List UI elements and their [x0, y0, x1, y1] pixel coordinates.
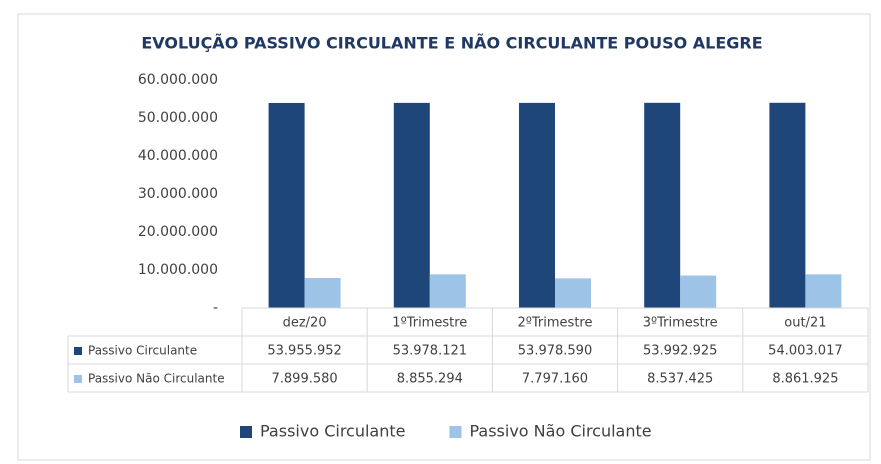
bar	[429, 274, 466, 308]
table-legend-key	[74, 347, 82, 355]
y-tick-label: -	[213, 300, 218, 316]
table-value: 53.978.121	[393, 344, 467, 359]
y-tick-label: 40.000.000	[138, 148, 218, 164]
table-value: 53.978.590	[518, 344, 592, 359]
bar	[393, 102, 430, 308]
chart-frame	[17, 13, 871, 461]
legend-key	[240, 426, 252, 438]
y-tick-label: 10.000.000	[138, 262, 218, 278]
table-value: 7.899.580	[272, 372, 338, 387]
bar	[555, 278, 591, 308]
x-tick-label: 1ºTrimestre	[392, 316, 467, 331]
table-value: 54.003.017	[768, 344, 842, 359]
table-row-label: Passivo Circulante	[88, 344, 197, 358]
bar	[519, 102, 555, 309]
y-tick-label: 60.000.000	[138, 72, 218, 88]
bar	[644, 102, 681, 309]
table-row-label: Passivo Não Circulante	[88, 372, 225, 386]
y-tick-label: 50.000.000	[138, 110, 218, 126]
x-tick-label: 3ºTrimestre	[643, 316, 718, 331]
table-value: 7.797.160	[522, 372, 588, 387]
table-value: 53.955.952	[267, 344, 341, 359]
table-value: 53.992.925	[643, 344, 717, 359]
table-value: 8.855.294	[397, 372, 463, 387]
legend-label: Passivo Circulante	[260, 422, 405, 441]
table-legend-key	[74, 375, 82, 383]
table-value: 8.861.925	[772, 372, 838, 387]
table-value: 8.537.425	[647, 372, 713, 387]
bar	[769, 102, 806, 308]
legend-label: Passivo Não Circulante	[469, 422, 651, 441]
bar	[680, 275, 717, 308]
x-tick-label: out/21	[784, 316, 826, 331]
bar	[304, 277, 341, 308]
y-tick-label: 20.000.000	[138, 224, 218, 240]
bar	[805, 274, 842, 308]
bar	[268, 102, 305, 309]
x-tick-label: dez/20	[283, 316, 327, 331]
x-tick-label: 2ºTrimestre	[518, 316, 593, 331]
y-tick-label: 30.000.000	[138, 186, 218, 202]
legend-key	[449, 426, 462, 438]
chart-title: EVOLUÇÃO PASSIVO CIRCULANTE E NÃO CIRCUL…	[141, 34, 762, 53]
